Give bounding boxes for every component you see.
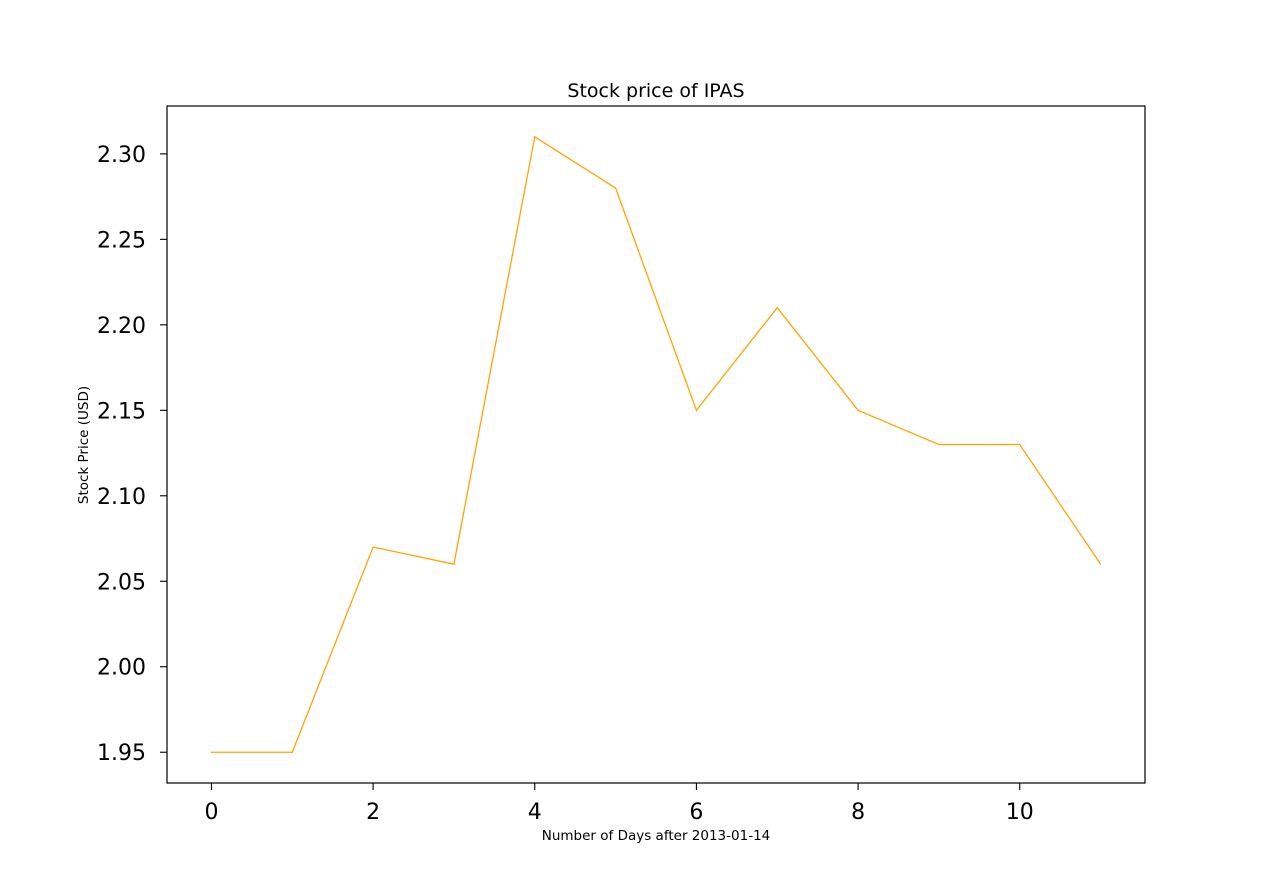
y-tick-label: 2.15 [97, 399, 146, 424]
data-point [776, 307, 778, 309]
y-tick-label: 2.00 [97, 656, 146, 681]
data-point [614, 187, 617, 189]
data-point [1099, 563, 1102, 565]
x-tick-label: 0 [204, 800, 218, 825]
y-tick-label: 2.10 [97, 485, 146, 510]
data-point [534, 136, 536, 138]
data-point [291, 751, 293, 753]
x-tick-label: 10 [1006, 800, 1034, 825]
series-line-0 [211, 135, 1102, 753]
data-point [1019, 443, 1021, 446]
data-point [938, 443, 940, 446]
y-tick-label: 2.05 [97, 570, 146, 595]
data-point [453, 563, 455, 565]
x-tick-label: 8 [851, 800, 865, 825]
plot-frame [166, 105, 1146, 784]
y-tick-label: 1.95 [97, 741, 146, 766]
x-tick-label: 6 [689, 800, 703, 825]
chart-title: Stock price of IPAS [567, 80, 744, 102]
y-tick-label: 2.30 [97, 143, 146, 168]
data-point [695, 409, 698, 411]
plot-area [210, 135, 1102, 753]
data-point [372, 546, 374, 548]
x-tick-label: 4 [528, 800, 542, 825]
x-axis-label: Number of Days after 2013-01-14 [542, 828, 771, 844]
x-tick-label: 2 [366, 800, 380, 825]
data-point [210, 751, 213, 753]
y-tick-label: 2.25 [97, 228, 146, 253]
y-axis-label: Stock Price (USD) [76, 386, 92, 504]
y-tick-label: 2.20 [97, 314, 146, 339]
data-point [857, 409, 859, 411]
y-axis-ticks: 1.95 2.00 2.05 2.10 2.15 2.20 2.25 2.30 [97, 143, 167, 766]
x-axis-ticks: 0 2 4 6 8 10 [204, 783, 1034, 825]
